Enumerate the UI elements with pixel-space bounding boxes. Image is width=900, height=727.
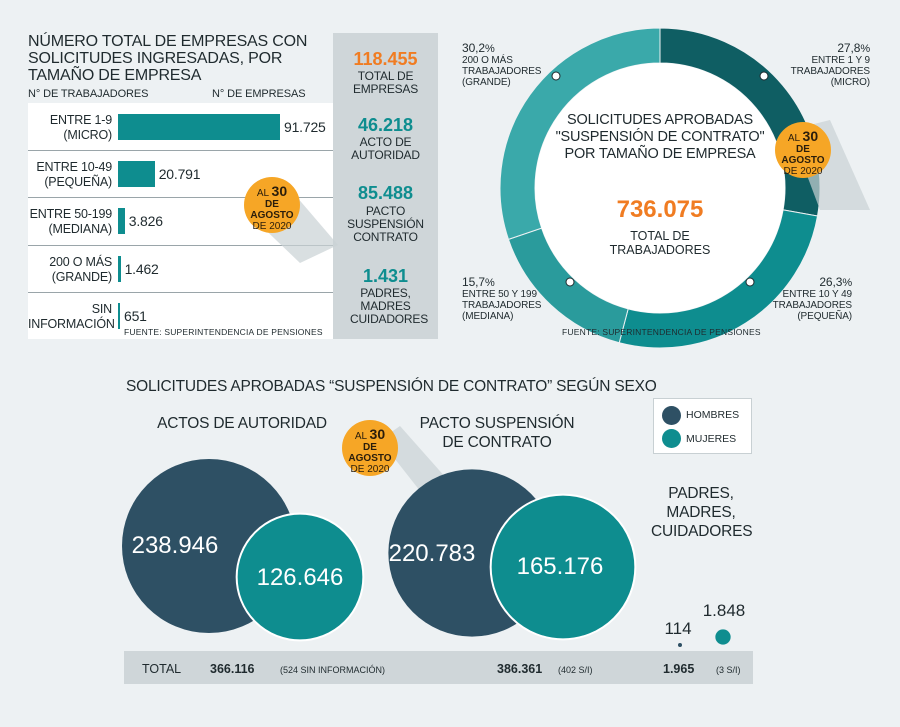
bubble-women [235,512,365,642]
legend-women-label: MUJERES [686,433,737,445]
legend-men-label: HOMBRES [686,409,740,421]
totals-bar [124,651,753,684]
donut-center-number: 736.075 [616,196,704,223]
donut-chart [500,27,820,349]
bar [118,302,120,329]
bar [118,255,121,282]
group-authority-title: ACTOS DE AUTORIDAD [157,415,327,432]
summary-authority-number: 46.218 [357,115,414,135]
group-pact-title: PACTO SUSPENSIÓN DE CONTRATO [419,415,575,451]
bubble-value-label: 126.646 [257,564,344,591]
col-header-companies: N° DE EMPRESAS [212,88,306,100]
bar-value-label: 91.725 [284,119,326,135]
donut-marker [551,71,561,81]
row-divider [28,197,334,199]
bar-value-label: 3.826 [128,213,163,230]
bar-category-label: ENTRE 50-199 (MEDIANA) [29,207,113,237]
bubble-value-label: 238.946 [132,532,219,559]
bar-chart-source: FUENTE: SUPERINTENDENCIA DE PENSIONES [124,327,323,337]
donut-marker [745,277,755,287]
summary-total-label: TOTAL DE EMPRESAS [352,69,419,96]
group-parents-title: PADRES, MADRES, CUIDADORES [651,485,753,540]
donut-marker [565,277,575,287]
bar-value-label: 20.791 [158,166,201,183]
summary-authority-label: ACTO DE AUTORIDAD [351,135,420,162]
summary-pact-label: PACTO SUSPENSIÓN CONTRATO [347,204,424,244]
summary-parents-number: 1.431 [362,266,409,286]
bar-value-label: 651 [124,307,147,324]
bubble-women [489,493,637,641]
donut-marker [759,71,769,81]
row-divider [28,150,334,152]
donut-center-subtitle: TOTAL DE TRABAJADORES [609,229,711,257]
total-pact-note: (402 S/I) [558,665,593,675]
donut-label-medium: 15,7% ENTRE 50 Y 199 TRABAJADORES (MEDIANA… [462,275,542,322]
totals-label: TOTAL [142,662,182,676]
summary-parents-label: PADRES, MADRES CUIDADORES [350,286,429,326]
total-authority-note: (524 SIN INFORMACIÓN) [280,665,386,675]
donut-source: FUENTE: SUPERINTENDENCIA DE PENSIONES [562,327,761,337]
total-parents-note: (3 S/I) [716,665,741,675]
total-pact: 386.361 [497,662,543,676]
bubble-women [715,629,731,645]
legend-women-swatch [662,429,681,448]
donut-label-micro: 27,8% ENTRE 1 Y 9 TRABAJADORES (MICRO) [790,41,870,88]
summary-column: 118.455 TOTAL DE EMPRESAS 46.218 ACTO DE… [333,33,438,339]
row-divider [28,244,334,246]
date-badge: AL 30 DE AGOSTO DE 2020 [244,177,300,233]
bar-category-label: ENTRE 10-49 (PEQUEÑA) [36,160,112,190]
summary-total-number: 118.455 [353,49,418,69]
gender-chart-title: SOLICITUDES APROBADAS “SUSPENSIÓN DE CON… [126,378,657,395]
donut-label-large: 30,2% 200 O MÁS TRABAJADORES (GRANDE) [462,41,542,88]
total-authority: 366.116 [210,662,255,676]
bar-category-label: 200 O MÁS (GRANDE) [49,254,112,284]
bar [118,161,155,188]
bar [118,114,280,140]
legend-men-swatch [662,406,681,425]
bubble-value-label: 1.848 [703,601,746,620]
donut-center-title: SOLICITUDES APROBADAS "SUSPENSIÓN DE CON… [555,112,765,162]
bubble-value-label: 114 [664,619,691,638]
bar-category-label: ENTRE 1-9 (MICRO) [49,113,112,142]
donut-label-small: 26,3% ENTRE 10 Y 49 TRABAJADORES (PEQUEÑA) [772,275,852,322]
bubble-value-label: 220.783 [389,540,476,567]
date-badge-donut: AL 30 DE AGOSTO DE 2020 [775,122,831,178]
bubble-value-label: 165.176 [517,553,604,580]
date-badge-gender: AL 30 DE AGOSTO DE 2020 [342,420,398,476]
total-parents: 1.965 [663,662,695,676]
legend: HOMBRES MUJERES [653,398,752,454]
bar-chart-title: NÚMERO TOTAL DE EMPRESAS CON SOLICITUDES… [28,33,308,84]
col-header-workers: N° DE TRABAJADORES [28,88,149,100]
summary-pact-number: 85.488 [357,183,414,203]
bubble-men [678,643,682,647]
bar-category-label: SIN INFORMACIÓN [28,301,115,331]
row-divider [28,291,334,293]
bar [118,208,125,235]
bar-value-label: 1.462 [124,260,159,277]
donut-hole [535,63,785,313]
